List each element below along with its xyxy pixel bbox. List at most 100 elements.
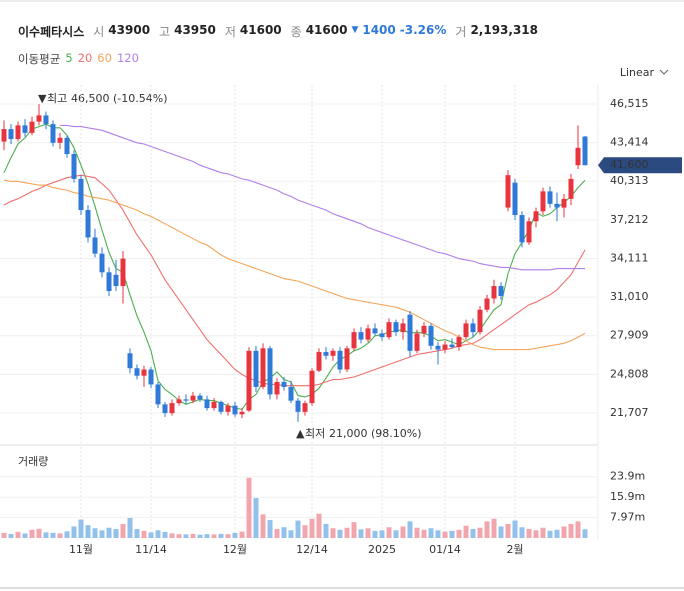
legend-entry[interactable]: 20 — [77, 51, 93, 65]
candle-body — [309, 370, 315, 404]
volume-bar — [568, 523, 574, 538]
candle-body — [302, 403, 308, 412]
candle-body — [232, 405, 238, 415]
candle-body — [120, 258, 126, 287]
volume-bar — [393, 530, 399, 538]
candle-body — [519, 215, 525, 243]
legend-entry[interactable]: 120 — [116, 51, 139, 65]
volume-bar — [477, 527, 483, 538]
legend-entry[interactable]: 60 — [97, 51, 112, 65]
volume-bar — [484, 521, 490, 538]
scale-label[interactable]: Linear — [620, 66, 655, 79]
volume-bar — [148, 532, 154, 538]
volume-bar — [561, 526, 567, 538]
candle-body — [505, 175, 511, 208]
candle-body — [358, 332, 364, 340]
volume-label: 거 — [455, 25, 467, 39]
volume-bar — [253, 498, 259, 538]
candle-body — [1, 129, 7, 142]
volume-value: 2,193,318 — [470, 23, 539, 37]
volume-tick-label: 23.9m — [610, 470, 645, 483]
volume-bar — [1, 532, 7, 538]
volume-bar — [190, 533, 196, 538]
ma-line — [60, 124, 585, 271]
candle-body — [575, 147, 581, 166]
volume-bar — [463, 525, 469, 538]
candle-body — [148, 369, 154, 385]
high-label: 고 — [159, 25, 171, 39]
candle-body — [22, 125, 28, 133]
high-arrow: ▼ — [38, 92, 47, 105]
volume-bar — [470, 529, 476, 538]
y-tick-label: 37,212 — [610, 213, 649, 226]
candle-body — [169, 403, 175, 414]
volume-bar — [274, 529, 280, 538]
volume-bar — [302, 525, 308, 538]
volume-bar — [36, 528, 42, 538]
volume-bar — [183, 534, 189, 538]
candle-body — [414, 333, 420, 351]
volume-bar — [22, 533, 28, 538]
high-value: 43950 — [174, 23, 216, 37]
volume-bar — [449, 530, 455, 538]
volume-bar — [225, 534, 231, 538]
volume-bar — [218, 533, 224, 538]
candle-body — [568, 178, 574, 199]
y-tick-label: 21,707 — [610, 406, 649, 419]
candle-body — [288, 386, 294, 401]
volume-bar — [358, 529, 364, 538]
candle-body — [225, 405, 231, 412]
volume-bar — [155, 530, 161, 538]
high-label: 최고 — [47, 92, 67, 105]
candle-body — [470, 323, 476, 333]
candle-body — [64, 137, 70, 155]
volume-bar — [323, 523, 329, 538]
candle-body — [183, 399, 189, 401]
volume-tick-label: 7.97m — [610, 511, 645, 524]
x-tick-label: 2월 — [506, 543, 523, 556]
y-tick-label: 24,808 — [610, 367, 649, 380]
volume-bar — [113, 529, 119, 538]
volume-bar — [78, 519, 84, 538]
volume-bar — [211, 534, 217, 538]
volume-bar — [134, 529, 140, 538]
candle-body — [428, 325, 434, 346]
candle-body — [85, 210, 91, 238]
volume-bar — [491, 518, 497, 538]
volume-bar — [71, 526, 77, 538]
candle-body — [442, 344, 448, 350]
candle-body — [561, 198, 567, 208]
volume-bar — [232, 532, 238, 538]
change-pct: -3.26% — [399, 23, 447, 37]
volume-bar — [421, 529, 427, 538]
volume-bar — [533, 530, 539, 538]
x-tick-label: 11월 — [69, 543, 93, 556]
volume-bar — [169, 533, 175, 538]
candle-body — [582, 136, 588, 166]
volume-bar — [365, 528, 371, 538]
candle-body — [267, 348, 273, 395]
ma-line — [3, 179, 586, 351]
volume-bar — [582, 529, 588, 538]
volume-bar — [141, 530, 147, 538]
candle-body — [197, 395, 203, 400]
volume-bar — [267, 520, 273, 538]
volume-bar — [204, 534, 210, 538]
open-label: 시 — [93, 25, 105, 39]
candle-body — [281, 381, 287, 387]
candle-body — [547, 191, 553, 204]
volume-bar — [92, 528, 98, 538]
legend-entry[interactable]: 5 — [65, 51, 73, 65]
price-tag — [598, 157, 682, 174]
volume-bar — [505, 523, 511, 538]
scale-caret[interactable] — [659, 69, 669, 75]
volume-bar — [428, 528, 434, 538]
y-tick-label: 27,909 — [610, 329, 649, 342]
candle-body — [316, 352, 322, 371]
candle-body — [330, 350, 336, 356]
candle-body — [176, 399, 182, 404]
volume-title: 거래량 — [18, 455, 48, 468]
volume-bar — [540, 527, 546, 538]
volume-bar — [127, 518, 133, 538]
candle-body — [127, 353, 133, 369]
